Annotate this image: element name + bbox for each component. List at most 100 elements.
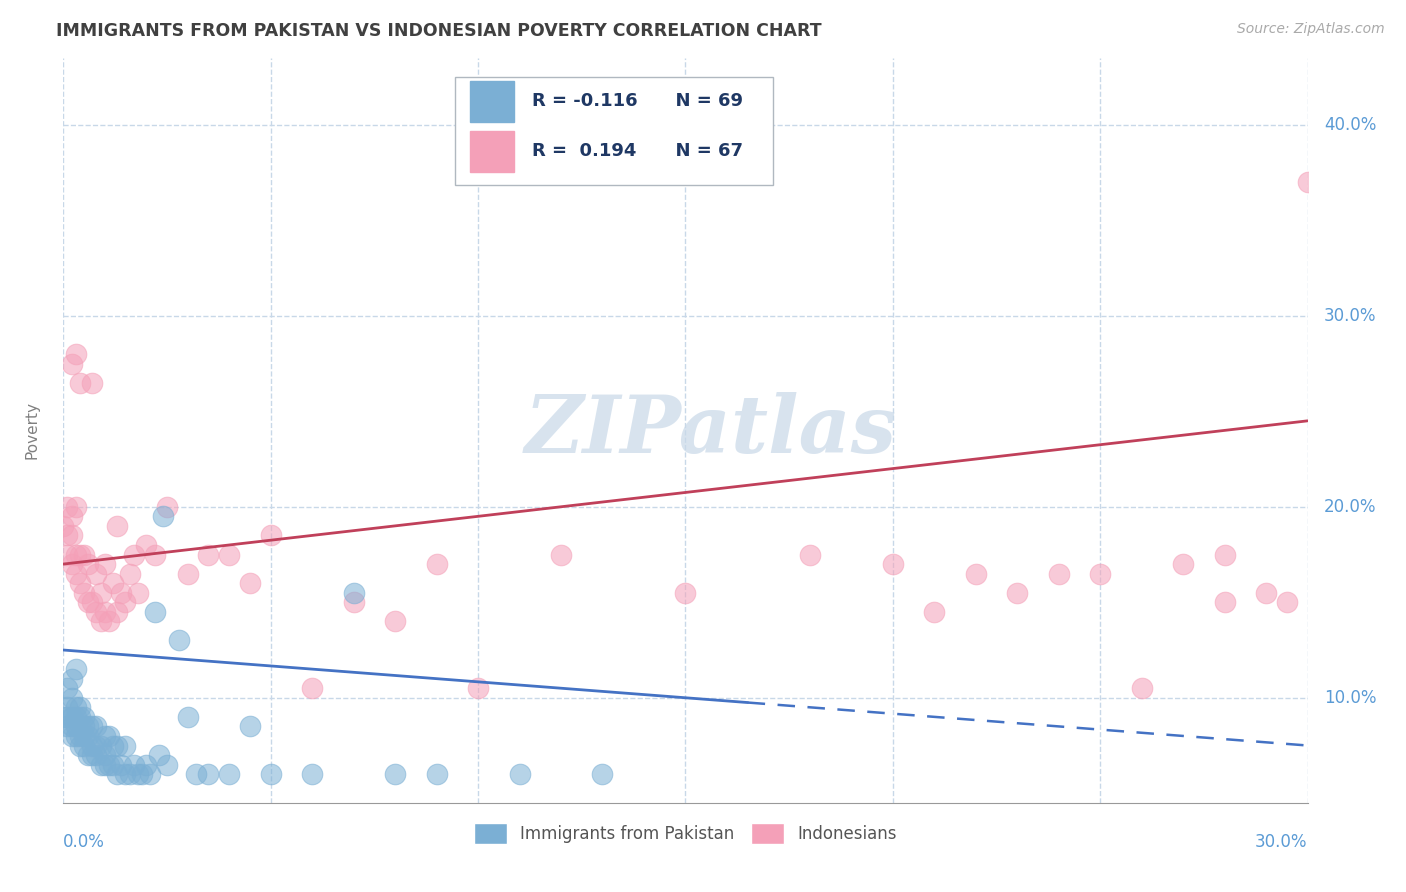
Point xyxy=(69,739,91,753)
Point xyxy=(82,376,104,390)
Point xyxy=(110,585,132,599)
Point xyxy=(177,566,200,581)
Point xyxy=(148,747,170,762)
Point xyxy=(97,729,120,743)
Point xyxy=(156,757,179,772)
Point xyxy=(509,767,531,781)
Point xyxy=(105,519,128,533)
Text: R = -0.116: R = -0.116 xyxy=(533,93,638,111)
Point xyxy=(60,557,83,571)
Point xyxy=(169,633,191,648)
Point xyxy=(90,739,112,753)
Point xyxy=(86,719,108,733)
Point xyxy=(882,557,904,571)
Point xyxy=(384,767,406,781)
Point xyxy=(384,615,406,629)
Point xyxy=(426,557,449,571)
Point xyxy=(343,585,366,599)
Point xyxy=(239,576,262,591)
Point xyxy=(135,538,157,552)
Point xyxy=(467,681,489,696)
Point xyxy=(965,566,987,581)
Point xyxy=(82,747,104,762)
Point xyxy=(65,710,87,724)
Point xyxy=(1275,595,1298,609)
Point xyxy=(218,548,240,562)
Text: 0.0%: 0.0% xyxy=(63,832,105,851)
Point xyxy=(260,767,283,781)
Point xyxy=(924,605,946,619)
Point xyxy=(69,376,91,390)
Point xyxy=(60,719,83,733)
Point xyxy=(184,767,207,781)
Point xyxy=(1317,585,1340,599)
Point xyxy=(93,729,117,743)
Point xyxy=(73,710,96,724)
Text: IMMIGRANTS FROM PAKISTAN VS INDONESIAN POVERTY CORRELATION CHART: IMMIGRANTS FROM PAKISTAN VS INDONESIAN P… xyxy=(56,22,823,40)
Text: R =  0.194: R = 0.194 xyxy=(533,142,637,161)
Point xyxy=(60,710,83,724)
Point xyxy=(82,719,104,733)
Point xyxy=(1090,566,1112,581)
Point xyxy=(239,719,262,733)
Point xyxy=(82,739,104,753)
Point xyxy=(135,757,157,772)
Bar xyxy=(470,130,513,171)
Point xyxy=(127,585,149,599)
Point xyxy=(101,757,124,772)
Point xyxy=(93,757,117,772)
Point xyxy=(1173,557,1195,571)
Point xyxy=(105,605,128,619)
Point xyxy=(86,566,108,581)
Point xyxy=(1256,585,1278,599)
Point xyxy=(60,509,83,524)
Point xyxy=(197,767,219,781)
Point xyxy=(90,615,112,629)
Point xyxy=(56,700,79,714)
Point xyxy=(69,710,91,724)
Point xyxy=(105,767,128,781)
Text: 20.0%: 20.0% xyxy=(1324,498,1376,516)
Point xyxy=(143,548,166,562)
Point xyxy=(550,548,572,562)
Point xyxy=(122,757,145,772)
Text: Poverty: Poverty xyxy=(25,401,39,459)
Point xyxy=(65,500,87,514)
Point xyxy=(105,739,128,753)
Point xyxy=(60,528,83,542)
Point xyxy=(197,548,219,562)
Point xyxy=(118,767,141,781)
Point xyxy=(69,700,91,714)
Point xyxy=(86,739,108,753)
Point xyxy=(60,672,83,686)
Point xyxy=(799,548,821,562)
Point xyxy=(56,710,79,724)
Point xyxy=(86,747,108,762)
Point xyxy=(260,528,283,542)
Point xyxy=(114,739,136,753)
Point xyxy=(77,747,100,762)
Point xyxy=(52,519,75,533)
Text: N = 69: N = 69 xyxy=(664,93,742,111)
Point xyxy=(60,729,83,743)
Point xyxy=(65,719,87,733)
Point xyxy=(73,729,96,743)
Point xyxy=(131,767,153,781)
Point xyxy=(97,615,120,629)
Point xyxy=(73,585,96,599)
Text: N = 67: N = 67 xyxy=(664,142,742,161)
Bar xyxy=(470,81,513,122)
Point xyxy=(156,500,179,514)
Point xyxy=(143,605,166,619)
Point xyxy=(114,595,136,609)
Point xyxy=(90,585,112,599)
Point xyxy=(426,767,449,781)
Text: Source: ZipAtlas.com: Source: ZipAtlas.com xyxy=(1237,22,1385,37)
Point xyxy=(65,662,87,676)
Point xyxy=(301,681,323,696)
Point xyxy=(1296,175,1319,189)
FancyBboxPatch shape xyxy=(456,77,772,185)
Point xyxy=(65,548,87,562)
Point xyxy=(218,767,240,781)
Point xyxy=(97,757,120,772)
